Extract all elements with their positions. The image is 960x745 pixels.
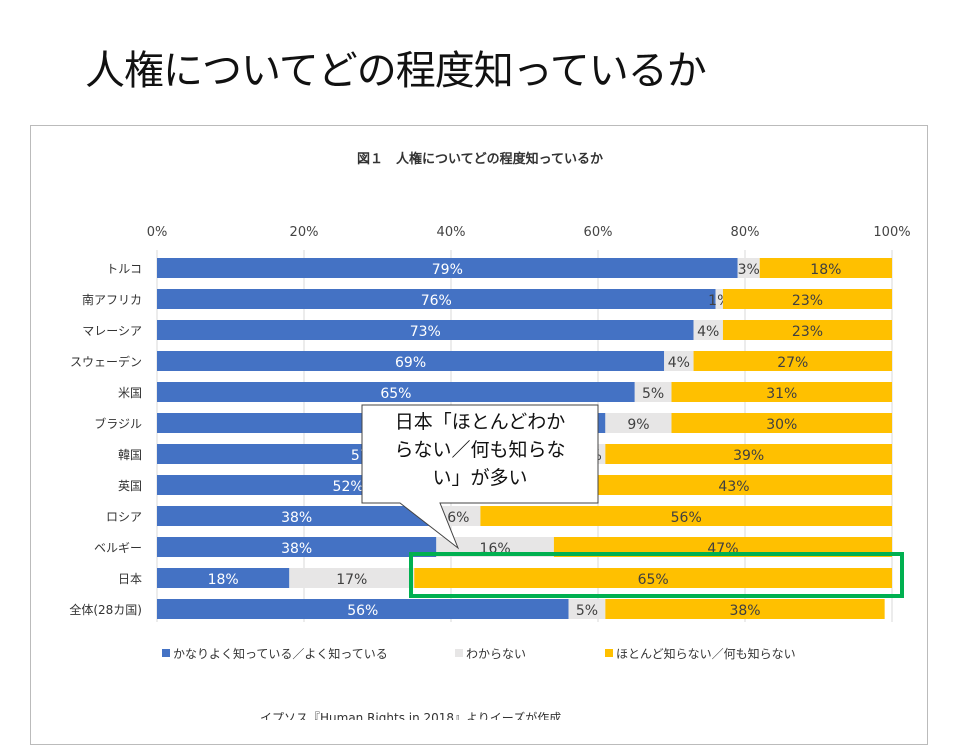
slide-title: 人権についてどの程度知っているか: [85, 48, 707, 94]
bar-segment: [605, 599, 885, 619]
x-tick-label: 60%: [584, 225, 613, 240]
bar-segment: [157, 258, 738, 278]
data-label: 79%: [432, 262, 463, 278]
category-label: 米国: [118, 386, 142, 400]
bar-segment: [157, 382, 635, 402]
callout-bubble: [361, 404, 599, 550]
bar-segment: [575, 475, 892, 495]
callout-text: い」が多い: [432, 467, 527, 489]
category-label: 日本: [118, 572, 142, 586]
bar-segment: [157, 537, 437, 557]
data-label: 56%: [347, 603, 378, 619]
legend-label: かなりよく知っている／よく知っている: [173, 647, 388, 661]
category-label: トルコ: [106, 262, 142, 276]
bar-segment: [157, 289, 716, 309]
data-label: 18%: [208, 572, 239, 588]
bar-segment: [480, 506, 892, 526]
x-tick-label: 20%: [290, 225, 319, 240]
bar-segment: [605, 444, 892, 464]
data-label: 23%: [792, 324, 823, 340]
data-label: 43%: [718, 479, 749, 495]
bar-segment: [289, 568, 415, 588]
data-label: 65%: [638, 572, 669, 588]
bar-segment: [759, 258, 892, 278]
data-label: 31%: [766, 386, 797, 402]
data-label: 52%: [333, 479, 364, 495]
data-label: 5%: [642, 386, 664, 402]
category-label: 韓国: [118, 448, 142, 462]
category-label: ロシア: [106, 510, 142, 524]
callout-text: らない／何も知らな: [394, 439, 565, 461]
data-label: 17%: [336, 572, 367, 588]
bar-segment: [715, 289, 723, 309]
bar-segment: [634, 382, 672, 402]
data-label: 4%: [668, 355, 690, 371]
x-tick-label: 40%: [437, 225, 466, 240]
x-tick-label: 80%: [731, 225, 760, 240]
data-label: 27%: [777, 355, 808, 371]
legend-swatch: [605, 649, 613, 657]
data-label: 76%: [421, 293, 452, 309]
data-label: 18%: [810, 262, 841, 278]
bar-segment: [157, 320, 694, 340]
data-label: 9%: [627, 417, 649, 433]
data-label: 4%: [697, 324, 719, 340]
callout-text: 日本「ほとんどわか: [395, 411, 565, 433]
data-label: 56%: [671, 510, 702, 526]
data-label: 30%: [766, 417, 797, 433]
bar-segment: [157, 568, 290, 588]
source-note: イプソス『Human Rights in 2018』よりイーズが作成: [260, 710, 561, 720]
legend-label: わからない: [466, 647, 526, 661]
bar-segment: [693, 320, 723, 340]
data-label: 38%: [729, 603, 760, 619]
legend-label: ほとんど知らない／何も知らない: [616, 647, 796, 661]
category-label: 南アフリカ: [82, 292, 142, 307]
x-tick-label: 0%: [147, 225, 168, 240]
data-label: 73%: [410, 324, 441, 340]
bar-segment: [157, 351, 665, 371]
data-label: 69%: [395, 355, 426, 371]
bar-segment: [568, 599, 606, 619]
data-label: 5%: [576, 603, 598, 619]
bar-segment: [722, 289, 892, 309]
category-label: マレーシア: [82, 324, 142, 338]
category-label: 全体(28カ国): [69, 602, 142, 617]
bar-segment: [722, 320, 892, 340]
legend-swatch: [455, 649, 463, 657]
category-label: ブラジル: [94, 416, 142, 431]
data-label: 3%: [738, 262, 760, 278]
data-label: 38%: [281, 510, 312, 526]
highlight-box: [409, 552, 904, 598]
legend-swatch: [162, 649, 170, 657]
bar-segment: [737, 258, 760, 278]
category-label: 英国: [118, 479, 142, 493]
category-label: スウェーデン: [70, 354, 142, 369]
data-label: 65%: [380, 386, 411, 402]
bar-segment: [157, 599, 569, 619]
chart-title: 図１ 人権についてどの程度知っているか: [357, 151, 603, 167]
stacked-bar-chart: 図１ 人権についてどの程度知っているか 0% 20% 40% 60% 80% 100% トルコ…: [69, 151, 910, 720]
bar-segment: [671, 413, 892, 433]
bar-segment: [157, 506, 437, 526]
data-label: 23%: [792, 293, 823, 309]
data-label: 39%: [733, 448, 764, 464]
data-label: 38%: [281, 541, 312, 557]
bar-segment: [664, 351, 694, 371]
data-label: 6%: [447, 510, 469, 526]
bar-segment: [671, 382, 892, 402]
category-label: ベルギー: [94, 541, 142, 555]
bar-segment: [605, 413, 672, 433]
x-tick-label: 100%: [873, 225, 910, 240]
bar-segment: [414, 568, 892, 588]
bar-segment: [693, 351, 892, 371]
